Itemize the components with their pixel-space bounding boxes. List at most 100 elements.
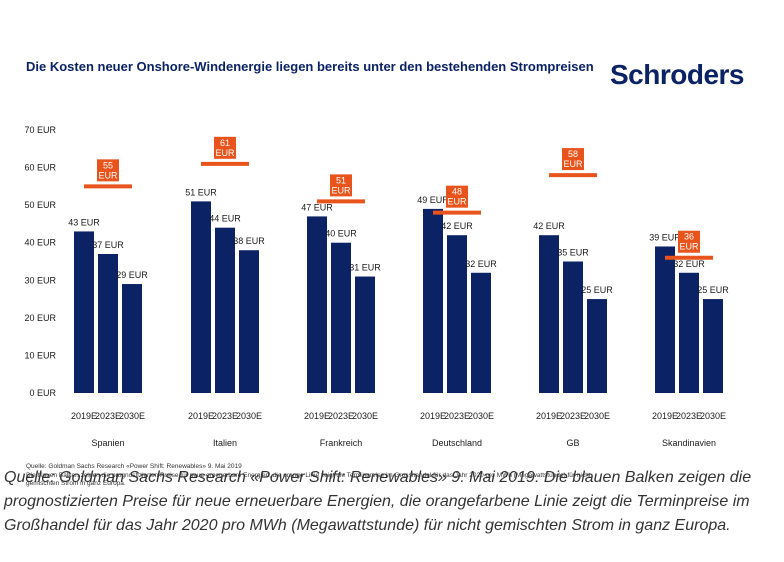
x-tick-label: 2019E: [652, 411, 678, 421]
brand-logo: Schroders: [610, 59, 744, 90]
y-tick-label: 60 EUR: [24, 163, 56, 173]
x-tick-label: 2019E: [420, 411, 446, 421]
chart-background: [0, 50, 784, 512]
bar-value-label: 39 EUR: [649, 232, 681, 242]
bar: [471, 272, 491, 393]
bar-value-label: 49 EUR: [417, 195, 449, 205]
forward-price-value: 51: [336, 175, 346, 185]
y-tick-label: 20 EUR: [24, 313, 56, 323]
forward-price-badge: [214, 136, 236, 159]
x-tick-label: 2030E: [700, 411, 726, 421]
bar: [587, 299, 607, 393]
bar: [74, 231, 94, 393]
source-note-line-1: Quelle: Goldman Sachs Research «Power Sh…: [26, 463, 242, 470]
bar: [98, 253, 118, 393]
forward-price-badge: [446, 185, 468, 208]
bar-value-label: 29 EUR: [116, 270, 148, 280]
y-axis: 0 EUR 10 EUR 20 EUR 30 EUR 40 EUR 50 EUR 60 EU…: [24, 125, 56, 398]
forward-price-unit: EUR: [563, 159, 583, 169]
bar: [122, 284, 142, 393]
bar: [563, 261, 583, 393]
forward-price-badge: [97, 159, 119, 182]
bar: [355, 276, 375, 393]
chart-title: Die Kosten neuer Onshore-Windenergie lie…: [26, 59, 594, 74]
x-tick-label: 2023E: [212, 411, 238, 421]
forward-price-value: 55: [103, 160, 113, 170]
x-tick-label: 2023E: [560, 411, 586, 421]
forward-price-value: 58: [568, 149, 578, 159]
bar-value-label: 40 EUR: [325, 229, 357, 239]
x-tick-label: 2023E: [95, 411, 121, 421]
bar: [539, 235, 559, 393]
bar: [679, 272, 699, 393]
y-tick-label: 10 EUR: [24, 350, 56, 360]
country-label: Spanien: [91, 438, 124, 448]
y-tick-label: 40 EUR: [24, 238, 56, 248]
forward-price-unit: EUR: [331, 185, 351, 195]
y-tick-label: 0 EUR: [29, 388, 56, 398]
bar: [447, 235, 467, 393]
bar-value-label: 25 EUR: [697, 285, 729, 295]
bar-value-label: 42 EUR: [533, 221, 565, 231]
bar-value-label: 32 EUR: [465, 259, 497, 269]
forward-price-unit: EUR: [215, 148, 235, 158]
source-note-line-2: Die blauen Balken zeigen die prognostizi…: [26, 472, 591, 479]
bar: [239, 250, 259, 393]
country-label: Italien: [213, 438, 237, 448]
country-label: Skandinavien: [662, 438, 716, 448]
bar: [307, 216, 327, 393]
bar-value-label: 35 EUR: [557, 248, 589, 258]
forward-price-badge: [678, 230, 700, 253]
forward-price-value: 48: [452, 187, 462, 197]
bar: [331, 242, 351, 393]
forward-price-value: 36: [684, 232, 694, 242]
bar-value-label: 31 EUR: [349, 263, 381, 273]
x-tick-label: 2019E: [188, 411, 214, 421]
x-tick-label: 2030E: [584, 411, 610, 421]
forward-price-badge: [330, 174, 352, 197]
source-note-line-3: gemischten Strom in ganz Europa.: [26, 480, 126, 487]
bar: [191, 201, 211, 393]
forward-price-value: 61: [220, 138, 230, 148]
x-tick-label: 2023E: [328, 411, 354, 421]
x-tick-label: 2030E: [119, 411, 145, 421]
forward-price-unit: EUR: [98, 170, 118, 180]
y-tick-label: 70 EUR: [24, 125, 56, 135]
bar-value-label: 38 EUR: [233, 236, 265, 246]
country-label: Deutschland: [432, 438, 482, 448]
x-tick-label: 2030E: [352, 411, 378, 421]
bar-value-label: 42 EUR: [441, 221, 473, 231]
bar-value-label: 43 EUR: [68, 217, 100, 227]
x-tick-label: 2023E: [676, 411, 702, 421]
x-tick-label: 2019E: [71, 411, 97, 421]
x-tick-label: 2019E: [304, 411, 330, 421]
forward-price-unit: EUR: [447, 197, 467, 207]
y-tick-label: 30 EUR: [24, 275, 56, 285]
forward-price-badge: [562, 148, 584, 171]
x-tick-label: 2023E: [444, 411, 470, 421]
bar-value-label: 51 EUR: [185, 187, 217, 197]
x-tick-label: 2030E: [468, 411, 494, 421]
bar-value-label: 44 EUR: [209, 214, 241, 224]
bar: [423, 208, 443, 393]
forward-price-unit: EUR: [679, 242, 699, 252]
bar-value-label: 32 EUR: [673, 259, 705, 269]
x-axis: 2019E2023E2030ESpanien2019E2023E2030EIta…: [71, 411, 726, 448]
country-label: GB: [566, 438, 579, 448]
x-tick-label: 2030E: [236, 411, 262, 421]
bar-value-label: 25 EUR: [581, 285, 613, 295]
bar: [655, 246, 675, 393]
bar-value-label: 37 EUR: [92, 240, 124, 250]
bar: [215, 227, 235, 393]
bar-value-label: 47 EUR: [301, 202, 333, 212]
x-tick-label: 2019E: [536, 411, 562, 421]
bar: [703, 299, 723, 393]
